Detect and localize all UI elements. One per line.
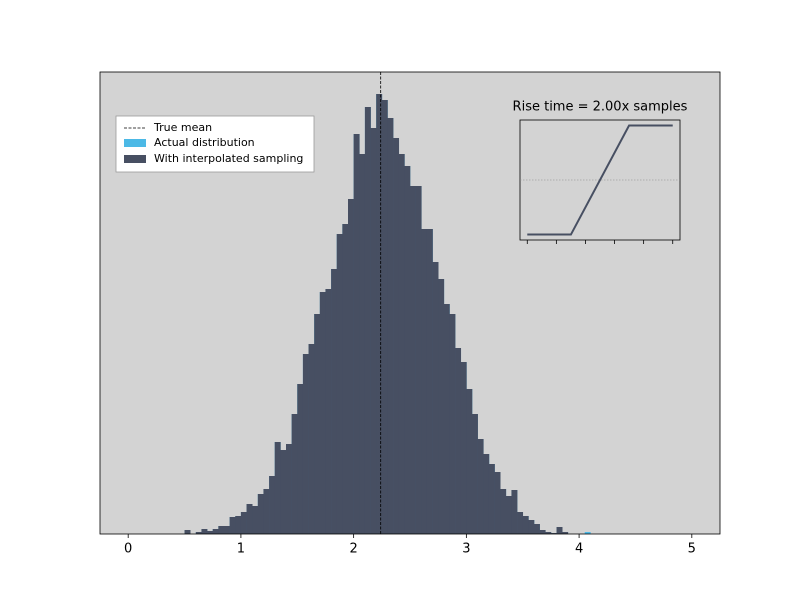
bar — [353, 134, 360, 534]
plot-frame — [99, 71, 721, 535]
x-tick-label: 2 — [349, 542, 357, 557]
bar — [246, 504, 253, 534]
legend-label: Actual distribution — [154, 136, 255, 149]
bar — [376, 94, 383, 534]
bar — [229, 517, 236, 534]
bar — [263, 489, 270, 534]
bar — [500, 489, 507, 534]
bar — [252, 506, 259, 534]
bar — [286, 444, 292, 534]
bar — [584, 532, 591, 534]
bar — [359, 154, 366, 534]
bar — [438, 279, 445, 534]
bar — [545, 532, 552, 534]
bar — [218, 526, 225, 534]
bar — [269, 476, 276, 534]
bar — [207, 531, 214, 534]
bar — [319, 292, 326, 534]
legend-key — [124, 139, 146, 147]
bar — [364, 107, 371, 534]
bar — [522, 516, 529, 534]
bar — [370, 128, 377, 534]
bar — [517, 512, 524, 534]
bar — [483, 454, 490, 534]
bar — [426, 229, 433, 534]
bar — [488, 464, 495, 534]
legend-key — [124, 155, 146, 163]
bar — [240, 512, 247, 534]
bar — [505, 496, 512, 534]
bar — [477, 439, 484, 534]
bar — [387, 118, 394, 534]
bar — [201, 529, 208, 534]
inset-title: Rise time = 2.00x samples — [513, 100, 688, 115]
bar — [443, 304, 450, 534]
bar — [280, 450, 287, 534]
bar — [184, 530, 191, 534]
bar — [398, 154, 405, 534]
bar — [348, 199, 354, 534]
legend-box — [115, 115, 315, 173]
bar — [534, 524, 540, 534]
legend-label: True mean — [153, 121, 212, 134]
inset-line — [527, 124, 673, 236]
bar — [342, 224, 349, 534]
bar — [472, 414, 478, 534]
x-tick-label: 1 — [237, 542, 245, 557]
bar — [274, 442, 281, 534]
bar — [432, 262, 439, 534]
bar — [393, 138, 400, 534]
bar — [511, 490, 518, 534]
bar — [224, 526, 230, 534]
bar — [212, 529, 219, 534]
bar — [325, 289, 332, 534]
bar — [415, 186, 422, 534]
bar — [460, 362, 467, 534]
bar — [421, 229, 428, 534]
x-tick-label: 0 — [124, 542, 132, 557]
bar — [314, 314, 321, 534]
x-tick-label: 4 — [575, 542, 583, 557]
bar — [455, 348, 462, 534]
bar — [404, 166, 411, 534]
bar — [302, 354, 309, 534]
bar — [449, 314, 456, 534]
bar — [336, 234, 343, 534]
bar — [550, 533, 557, 534]
bar — [235, 516, 242, 534]
bar — [308, 344, 315, 534]
bar — [195, 532, 202, 534]
bar — [297, 384, 304, 534]
bar — [331, 269, 338, 534]
bar — [381, 100, 388, 534]
x-tick-label: 3 — [462, 542, 470, 557]
bar — [556, 527, 563, 534]
bar — [528, 520, 535, 534]
x-tick-label: 5 — [688, 542, 696, 557]
bar — [257, 494, 264, 534]
bar — [410, 186, 416, 534]
legend-label: With interpolated sampling — [154, 152, 303, 165]
bar — [466, 389, 473, 534]
bar — [562, 532, 569, 534]
bar — [494, 472, 501, 534]
bar — [291, 414, 298, 534]
bar — [539, 530, 546, 534]
